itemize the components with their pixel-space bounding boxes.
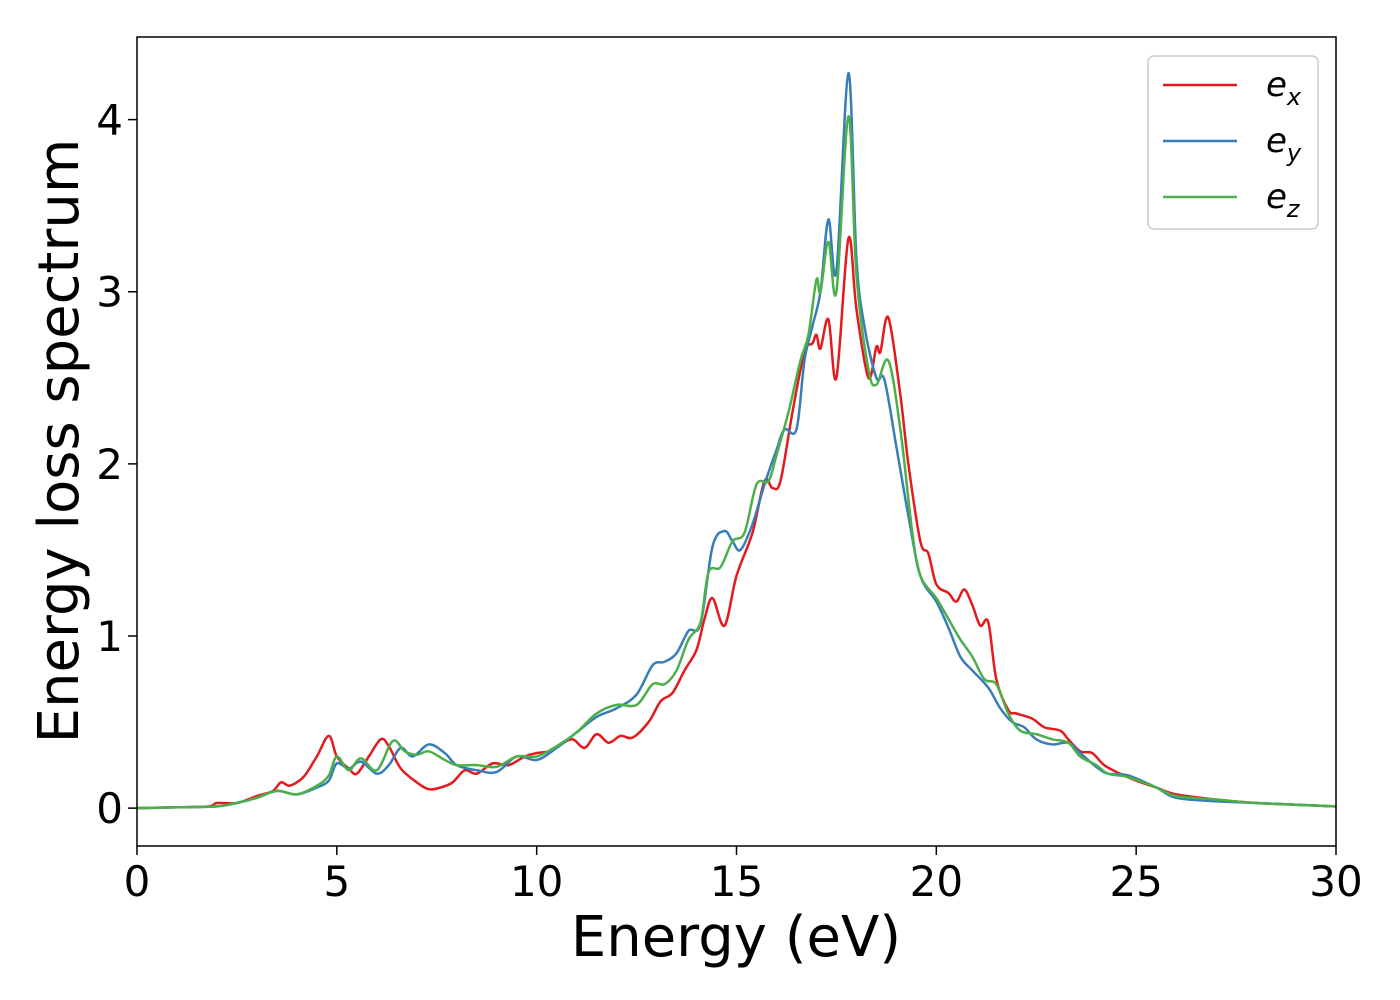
legend-label-y: ey (1266, 121, 1302, 167)
y-axis: 0 1 2 3 4 (96, 96, 137, 833)
legend-box (1147, 55, 1319, 230)
x-tick-label: 30 (1309, 857, 1362, 906)
x-tick-label: 25 (1109, 857, 1162, 906)
y-tick-label: 4 (96, 96, 123, 145)
y-tick-label: 0 (96, 784, 123, 833)
x-tick-label: 10 (510, 857, 563, 906)
legend-label-z: ez (1266, 177, 1301, 223)
y-axis-title: Energy loss spectrum (27, 139, 92, 744)
y-tick-label: 1 (96, 612, 123, 661)
y-tick-label: 2 (96, 440, 123, 489)
x-tick-label: 5 (323, 857, 350, 906)
series-line-e-z (137, 114, 1336, 810)
x-tick-label: 0 (124, 857, 151, 906)
legend: ex ey ez (1147, 55, 1319, 230)
x-axis: 0 5 10 15 20 25 30 (124, 846, 1363, 906)
series-layer (137, 71, 1336, 810)
series-line-e-y (137, 71, 1336, 810)
x-tick-label: 20 (910, 857, 963, 906)
y-tick-label: 3 (96, 268, 123, 317)
x-tick-label: 15 (710, 857, 763, 906)
x-axis-title: Energy (eV) (571, 905, 901, 970)
legend-label-x: ex (1266, 65, 1302, 111)
